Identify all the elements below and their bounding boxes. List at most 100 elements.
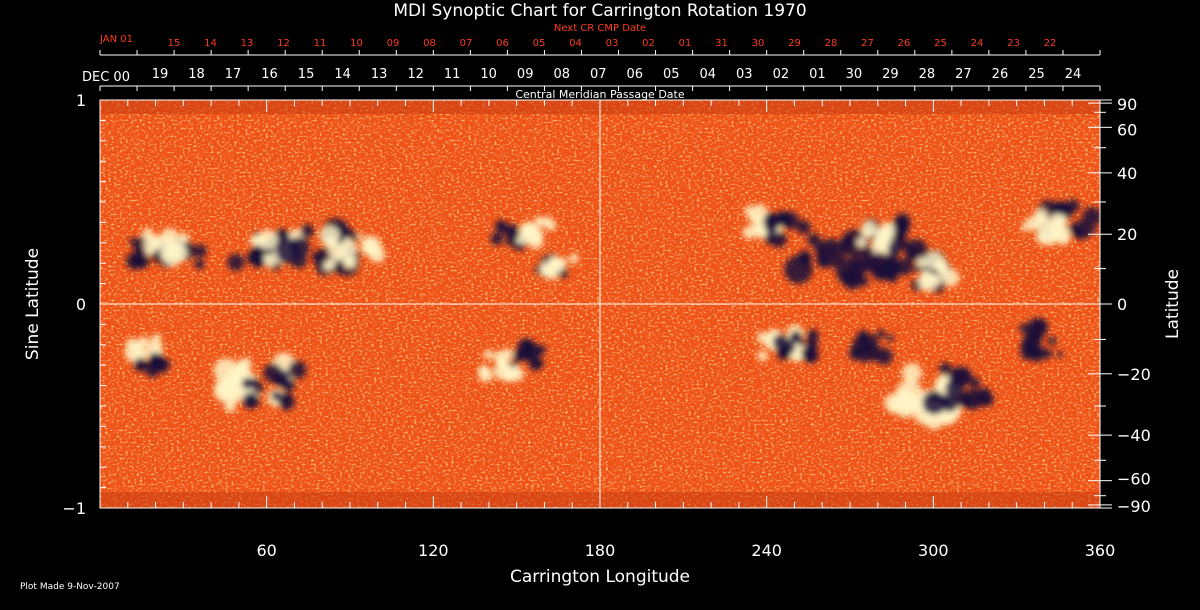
region-blob xyxy=(815,252,830,267)
region-blob xyxy=(778,346,792,360)
region-blob xyxy=(1066,199,1080,213)
region-blob xyxy=(904,238,928,263)
next-cr-date-label: 05 xyxy=(533,38,546,49)
cmp-date-label: 11 xyxy=(444,67,461,82)
region-blob xyxy=(1072,229,1082,239)
chart-title: MDI Synoptic Chart for Carrington Rotati… xyxy=(393,1,806,21)
active-region-positive xyxy=(478,348,525,383)
active-region-positive xyxy=(319,225,386,272)
region-blob xyxy=(493,362,512,381)
region-blob xyxy=(901,363,922,384)
y-tick-label-right: −20 xyxy=(1117,365,1151,384)
region-blob xyxy=(524,226,538,241)
y-tick-label-right: 60 xyxy=(1117,120,1137,139)
region-blob xyxy=(151,333,162,343)
region-blob xyxy=(756,331,769,344)
active-region-negative xyxy=(784,229,880,290)
region-blob xyxy=(748,215,756,223)
active-region-negative xyxy=(848,329,894,366)
region-blob xyxy=(806,329,820,343)
region-blob xyxy=(177,232,189,244)
active-region-positive xyxy=(141,227,189,267)
region-blob xyxy=(1089,227,1097,235)
region-blob xyxy=(1035,231,1048,244)
region-blob xyxy=(969,377,981,389)
region-blob xyxy=(1033,208,1048,223)
region-blob xyxy=(549,257,565,274)
region-blob xyxy=(493,351,506,364)
cmp-date-label: 05 xyxy=(663,67,680,82)
next-cr-ticks: JAN 01 15 14 13 12 11 10 09 08 07 06 05 04 03 02 01 31 30… xyxy=(99,34,1101,55)
region-blob xyxy=(237,357,252,372)
region-blob xyxy=(744,205,755,217)
next-cr-date-label: 25 xyxy=(934,38,947,49)
region-blob xyxy=(483,349,494,360)
region-blob xyxy=(1047,336,1057,346)
region-blob xyxy=(770,231,787,248)
next-cr-date-label: 27 xyxy=(861,38,874,49)
region-blob xyxy=(895,258,913,276)
x-axis: 60 120 180 240 300 360 xyxy=(99,100,1115,560)
next-cr-date-label: 02 xyxy=(642,38,655,49)
next-cr-date-label: 22 xyxy=(1044,38,1057,49)
x-axis-title: Carrington Longitude xyxy=(510,567,690,587)
cmp-date-label: 14 xyxy=(334,67,351,82)
next-cr-date-label: 13 xyxy=(241,38,254,49)
cmp-date-label: 15 xyxy=(298,67,315,82)
region-blob xyxy=(796,220,811,235)
active-region-negative xyxy=(133,352,171,378)
region-blob xyxy=(840,229,869,258)
active-region-negative xyxy=(241,360,307,411)
region-blob xyxy=(266,254,273,261)
cmp-axis-label: Central Meridian Passage Date xyxy=(515,88,684,101)
cmp-date-label: 26 xyxy=(992,67,1009,82)
active-region-negative xyxy=(922,362,994,415)
region-blob xyxy=(916,257,928,269)
region-blob xyxy=(962,397,974,409)
cmp-start-label: DEC 00 xyxy=(82,70,130,85)
region-blob xyxy=(357,233,364,240)
region-blob xyxy=(569,253,579,264)
y-tick-label-right: 20 xyxy=(1117,225,1137,244)
region-blob xyxy=(535,359,544,369)
region-blob xyxy=(169,244,188,263)
region-blob xyxy=(763,212,781,231)
region-blob xyxy=(134,258,144,268)
x-tick-label: 300 xyxy=(918,541,949,560)
cmp-date-label: 17 xyxy=(225,67,242,82)
x-tick-label: 240 xyxy=(751,541,782,560)
region-blob xyxy=(903,387,910,394)
cmp-date-label: 24 xyxy=(1065,67,1082,82)
y-tick-label-right: −90 xyxy=(1117,497,1151,516)
region-blob xyxy=(938,362,952,376)
region-blob xyxy=(876,329,886,339)
region-blob xyxy=(1019,323,1030,334)
region-blob xyxy=(862,340,870,348)
next-cr-date-label: 10 xyxy=(350,38,363,49)
cmp-date-label: 30 xyxy=(846,67,863,82)
region-blob xyxy=(875,347,893,366)
y-tick-label-right: 0 xyxy=(1117,295,1127,314)
plot-made-footer: Plot Made 9-Nov-2007 xyxy=(20,582,120,592)
region-blob xyxy=(249,377,260,388)
region-blob xyxy=(1059,202,1068,212)
y-tick-label-right: −40 xyxy=(1117,426,1151,445)
region-blob xyxy=(242,392,259,409)
region-blob xyxy=(300,224,315,239)
region-blob xyxy=(145,248,153,256)
cmp-date-label: 18 xyxy=(188,67,205,82)
region-blob xyxy=(224,400,237,413)
cmp-date-label: 25 xyxy=(1028,67,1045,82)
region-blob xyxy=(887,241,902,256)
cmp-ticks: DEC 00 19 18 17 16 15 14 13 12 11 10 09 08 07 06 05 04 03… xyxy=(82,67,1101,91)
next-cr-date-label: 03 xyxy=(606,38,619,49)
y-axis-left: 1 0 −1 xyxy=(62,91,112,518)
region-blob xyxy=(974,388,992,406)
region-blob xyxy=(856,345,874,363)
next-cr-date-label: 28 xyxy=(825,38,838,49)
region-blob xyxy=(807,233,821,247)
region-blob xyxy=(503,225,514,237)
region-blob xyxy=(922,269,929,277)
y-tick-label-left: 1 xyxy=(76,91,86,110)
region-blob xyxy=(886,334,894,342)
